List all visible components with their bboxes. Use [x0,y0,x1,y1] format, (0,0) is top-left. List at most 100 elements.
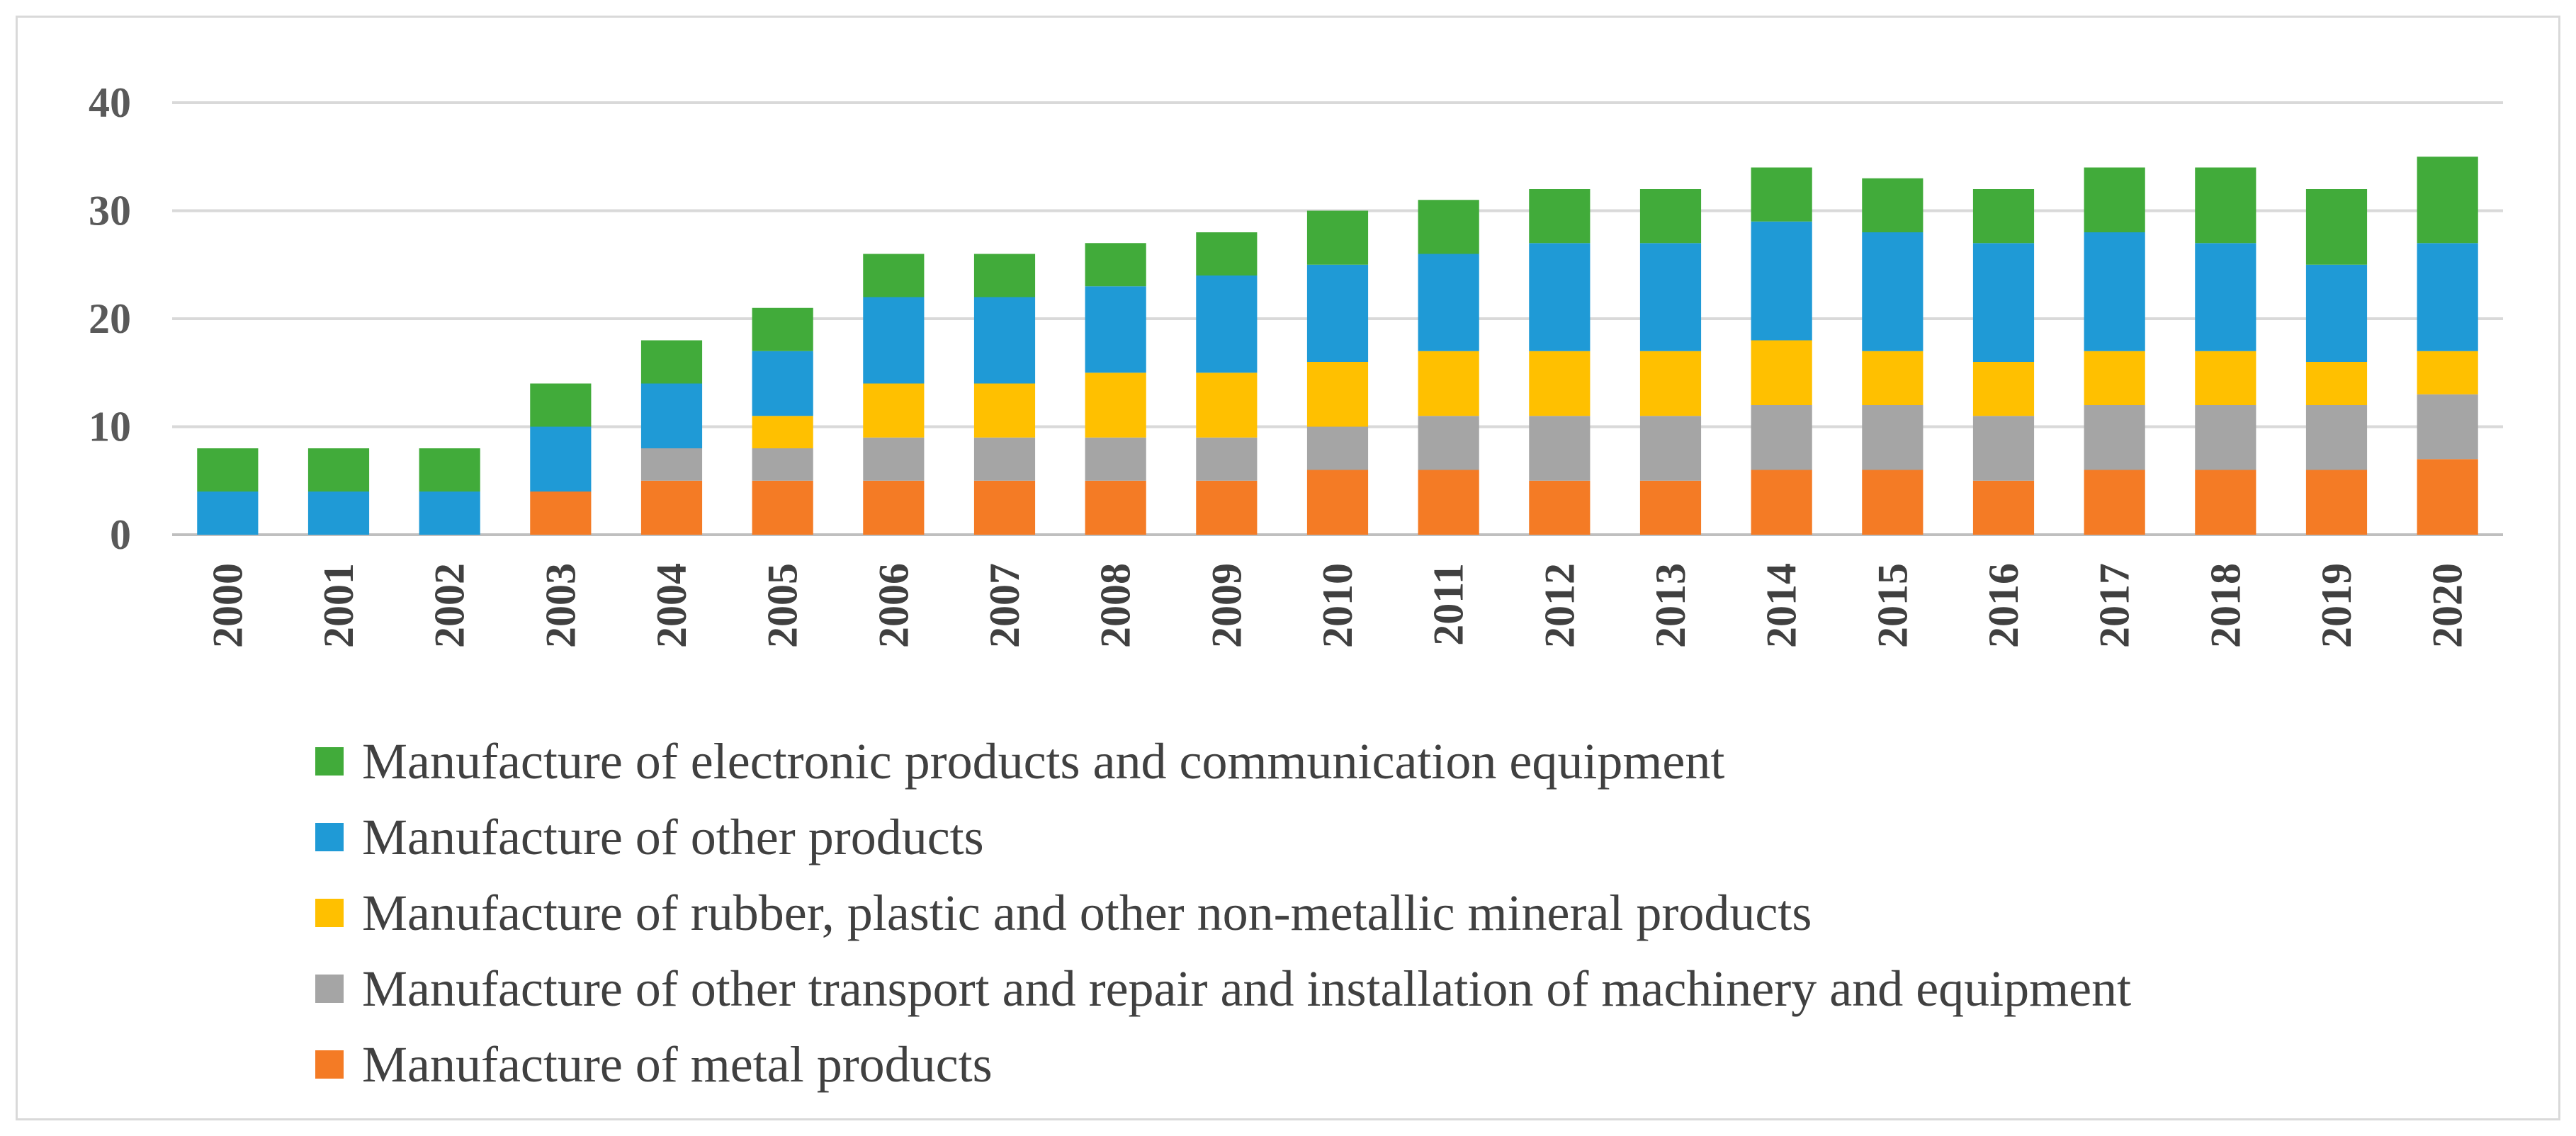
bar-segment [1529,351,1591,416]
bar-segment [1862,351,1923,405]
y-tick-label: 30 [89,188,131,234]
bar-segment [863,297,925,384]
bar-segment [1972,243,2035,362]
bar-segment [419,448,480,492]
bar-segment [1306,426,1369,470]
bar-segment [973,437,1036,481]
legend-label: Manufacture of other transport and repai… [362,960,2131,1017]
bar-segment [1972,362,2035,416]
bar-segment [1862,470,1923,535]
x-tick-label: 2011 [1425,563,1472,646]
x-tick-label: 2004 [648,563,695,648]
legend-swatch [315,975,344,1003]
x-tick-label: 2007 [981,563,1028,648]
legend-swatch [315,747,344,776]
x-tick-label: 2003 [537,563,584,648]
bar-segment [640,383,703,448]
bar-segment [1418,351,1479,416]
bar-segment [1972,189,2035,244]
bar-segment [973,254,1036,297]
bar-segment [1862,405,1923,470]
bar-segment [2084,167,2145,232]
bar-segment [2195,351,2256,405]
bar-segment [1418,416,1479,470]
bar-segment [2305,470,2368,535]
bar-segment [1751,167,1812,222]
bar-segment [752,351,813,416]
bar-segment [1529,243,1591,351]
bar-segment [197,448,259,492]
legend-swatch [315,1050,344,1079]
x-tick-label: 2014 [1758,563,1805,648]
bar-segment [530,383,592,427]
legend-label: Manufacture of other products [362,809,984,865]
x-tick-label: 2001 [315,563,362,648]
bar-segment [640,480,703,535]
x-tick-label: 2015 [1869,563,1916,648]
x-tick-label: 2009 [1203,563,1250,648]
bar-segment [2305,362,2368,405]
bar-segment [1306,264,1369,362]
x-axis-ticks: 2000 2001 2002 2003 2004 2005 2006 2007 2008 2009… [204,563,2470,648]
bar-segment [2195,470,2256,535]
bar-segment [2417,157,2478,244]
bar-segment [752,448,813,481]
bar-segment [1972,480,2035,535]
bar-segment [2417,351,2478,394]
bar-segment [640,340,703,384]
bar-segment [863,480,925,535]
bar-segment [1085,243,1146,287]
x-tick-label: 2013 [1647,563,1694,648]
legend: Manufacture of electronic products and c… [315,733,2131,1093]
legend-swatch [315,899,344,927]
bar-segment [2305,264,2368,362]
y-tick-label: 40 [89,79,131,126]
bar-segment [1751,221,1812,341]
x-tick-label: 2016 [1980,563,2027,648]
bar-segment [863,383,925,438]
bar-segment [1862,178,1923,232]
bar-segment [1085,480,1146,535]
bar-segment [1418,200,1479,254]
bar-segment [1529,189,1591,244]
bar-segment [2305,189,2368,265]
bar-segment [973,480,1036,535]
legend-label: Manufacture of metal products [362,1036,993,1093]
x-tick-label: 2010 [1314,563,1361,648]
y-tick-label: 0 [110,511,131,558]
bar-segment [1639,416,1702,481]
bar-segment [973,297,1036,384]
bar-segment [752,416,813,448]
bar-segment [2084,232,2145,351]
bar-segment [1639,480,1702,535]
bar-segment [1196,232,1258,276]
bar-segment [1306,362,1369,427]
bar-segment [2417,394,2478,460]
legend-swatch [315,823,344,851]
bar-segment [1418,254,1479,351]
x-tick-label: 2002 [426,563,473,648]
bar-segment [1085,373,1146,438]
bar-segment [1196,276,1258,373]
x-tick-label: 2018 [2202,563,2249,648]
bar-segment [2084,405,2145,470]
bar-segment [1639,189,1702,244]
bar-segment [2417,459,2478,535]
bar-segment [530,492,592,535]
bar-segment [640,448,703,481]
bar-segment [2195,243,2256,351]
bar-segment [973,383,1036,438]
x-tick-label: 2006 [870,563,917,648]
bar-segment [752,480,813,535]
x-tick-label: 2020 [2424,563,2471,648]
x-tick-label: 2000 [204,563,251,648]
bar-segment [1529,480,1591,535]
bar-segment [1639,351,1702,416]
bar-segment [307,448,370,492]
y-tick-label: 20 [89,295,131,342]
bar-segment [1418,470,1479,535]
bar-segment [1751,340,1812,405]
bar-segment [2417,243,2478,351]
bar-segment [1196,480,1258,535]
